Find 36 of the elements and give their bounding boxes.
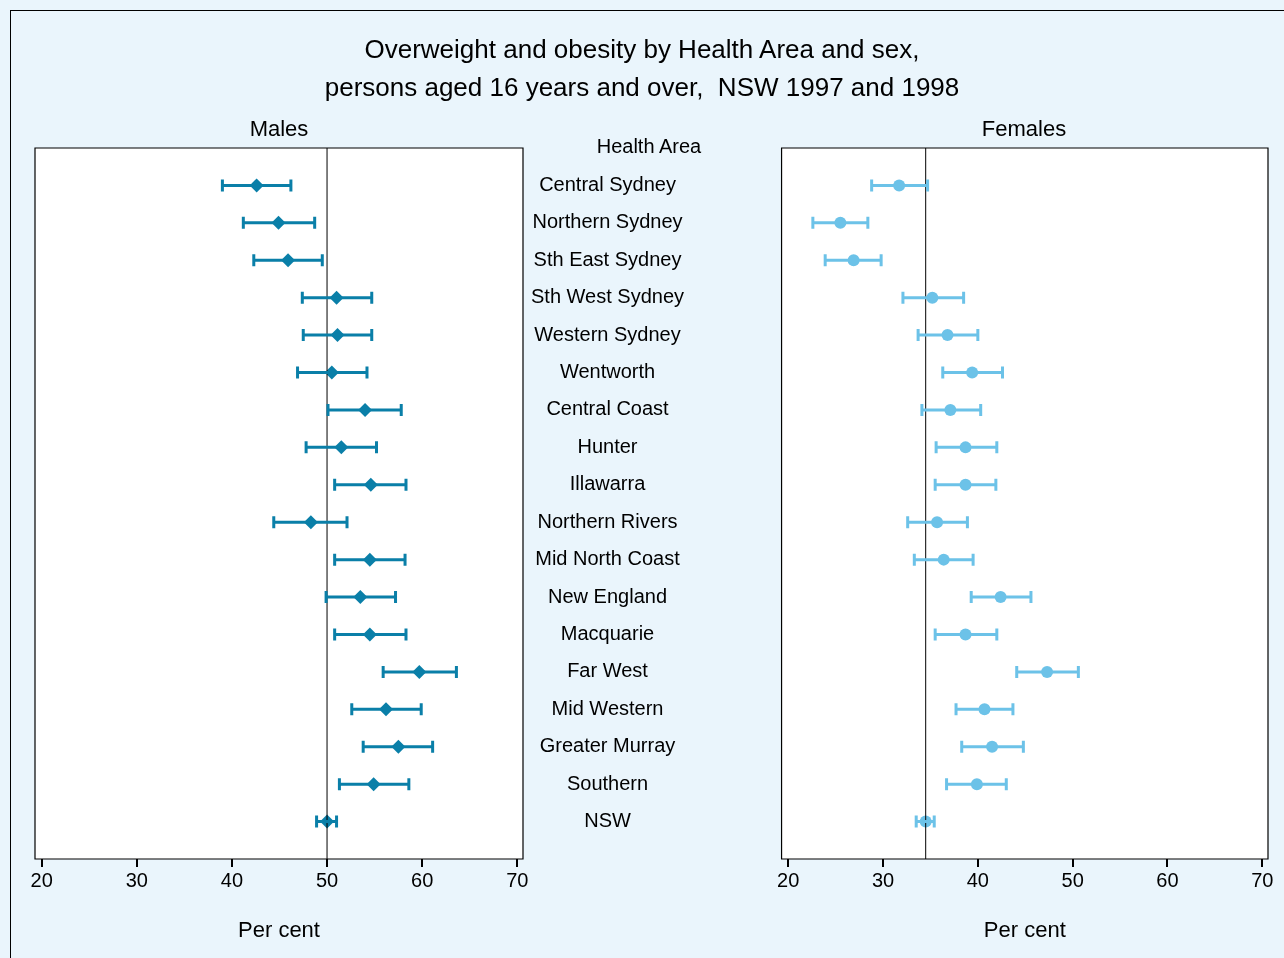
- y-tick-label: Macquarie: [560, 621, 655, 644]
- x-tick-label: 70: [1251, 868, 1274, 891]
- y-tick-label: Sth East Sydney: [533, 247, 682, 270]
- x-tick-label: 40: [966, 868, 989, 891]
- y-tick-label: Hunter: [577, 434, 638, 457]
- y-tick-label: NSW: [584, 809, 631, 832]
- x-tick-label: 20: [777, 868, 800, 891]
- y-axis-title: Health Area: [595, 135, 703, 158]
- y-tick-label: Central Sydney: [539, 172, 676, 195]
- chart-title: Females: [980, 116, 1068, 142]
- y-tick-label: Far West: [567, 659, 649, 682]
- y-tick-label: Greater Murray: [539, 734, 676, 757]
- y-tick-label: Western Sydney: [534, 322, 681, 345]
- y-tick-label: Wentworth: [559, 360, 656, 383]
- y-tick-label: Northern Rivers: [537, 509, 678, 532]
- x-tick-label: 50: [315, 868, 339, 891]
- x-tick-label: 50: [1061, 868, 1084, 891]
- x-tick-label: 30: [871, 868, 895, 891]
- x-tick-label: 70: [506, 868, 529, 891]
- x-tick-label: 60: [411, 868, 434, 891]
- chart-subtitle: Males: [248, 116, 310, 142]
- y-tick-label: Sth West Sydney: [531, 285, 685, 308]
- x-tick-label: 30: [125, 868, 148, 891]
- x-tick-label: 40: [220, 868, 244, 891]
- y-tick-label: Mid North Coast: [535, 547, 681, 570]
- text: Overweight and obesity by Health Area and sex, persons aged 16 years and over, NSW 1997 and 1998: [323, 33, 961, 104]
- y-tick-label: Northern Sydney: [532, 210, 683, 233]
- x-axis-title: Per cent: [983, 916, 1066, 942]
- y-tick-label: Southern: [566, 771, 649, 794]
- x-tick-label: 60: [1156, 868, 1179, 891]
- x-axis-title: Per cent: [238, 916, 320, 942]
- x-tick-label: 20: [30, 868, 53, 891]
- y-tick-label: New England: [548, 584, 667, 607]
- y-tick-label: Mid Western: [551, 696, 664, 719]
- y-tick-label: Illawarra: [569, 472, 647, 495]
- y-tick-label: Central Coast: [546, 397, 670, 420]
